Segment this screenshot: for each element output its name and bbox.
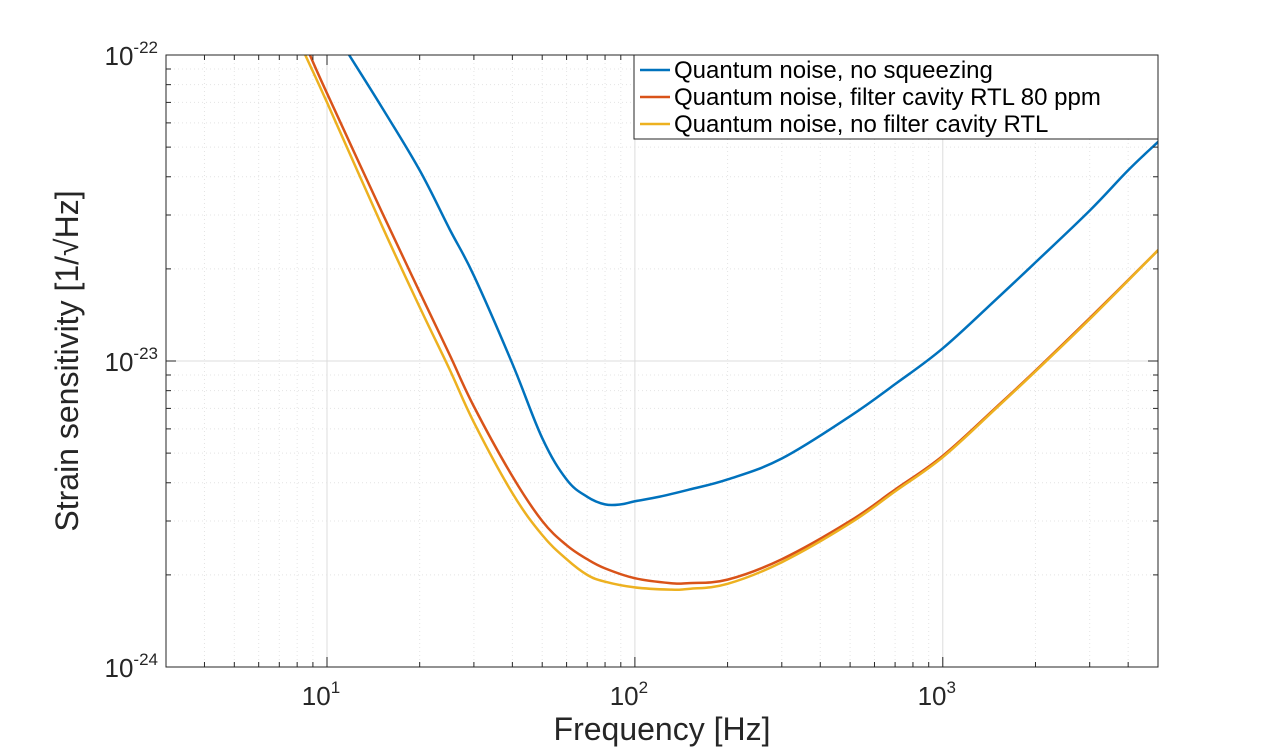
x-tick-label: 102: [610, 678, 648, 711]
x-tick-label: 103: [918, 678, 956, 711]
series-lines: [304, 55, 1158, 592]
y-tick-label: 10-22: [105, 38, 159, 71]
legend-label-3: Quantum noise, no filter cavity RTL: [674, 111, 1048, 138]
grid: [165, 54, 1159, 668]
x-axis-label: Frequency [Hz]: [554, 711, 771, 747]
legend-label-1: Quantum noise, no squeezing: [674, 57, 993, 84]
y-tick-label: 10-24: [105, 650, 159, 683]
series-line-1: [347, 55, 1158, 507]
series-line-3: [304, 55, 1158, 592]
plot-area: [304, 55, 1158, 592]
legend-box: [633, 54, 1159, 140]
y-tick-label: 10-23: [105, 344, 159, 377]
y-axis-label: Strain sensitivity [1/√Hz]: [49, 190, 85, 531]
legend-label-2: Quantum noise, filter cavity RTL 80 ppm: [674, 84, 1101, 111]
x-tick-label: 101: [302, 678, 340, 711]
tick-labels: 101 102 103 10-24 10-23 10-22: [105, 38, 956, 711]
